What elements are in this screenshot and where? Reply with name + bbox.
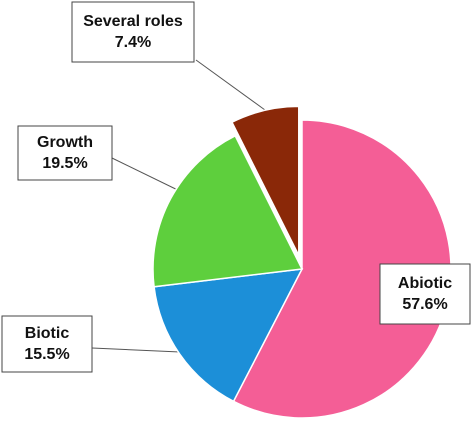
slice-value-label: 19.5% — [42, 155, 87, 172]
leader-line — [91, 347, 181, 353]
slice-label: Biotic — [25, 325, 70, 342]
slice-label: Growth — [37, 134, 93, 151]
slice-label: Abiotic — [398, 275, 452, 292]
pie-slice — [153, 268, 304, 403]
pie-slice — [152, 134, 304, 288]
slice-value-label: 15.5% — [24, 346, 69, 363]
slice-value-label: 7.4% — [115, 34, 151, 51]
label-box — [1, 315, 93, 373]
slice-label: Several roles — [83, 13, 183, 30]
label-box — [71, 1, 195, 63]
slice-value-label: 57.6% — [402, 296, 447, 313]
pie-slice — [230, 105, 300, 256]
label-box — [379, 263, 471, 325]
leader-line — [195, 59, 266, 111]
label-box — [17, 125, 113, 181]
